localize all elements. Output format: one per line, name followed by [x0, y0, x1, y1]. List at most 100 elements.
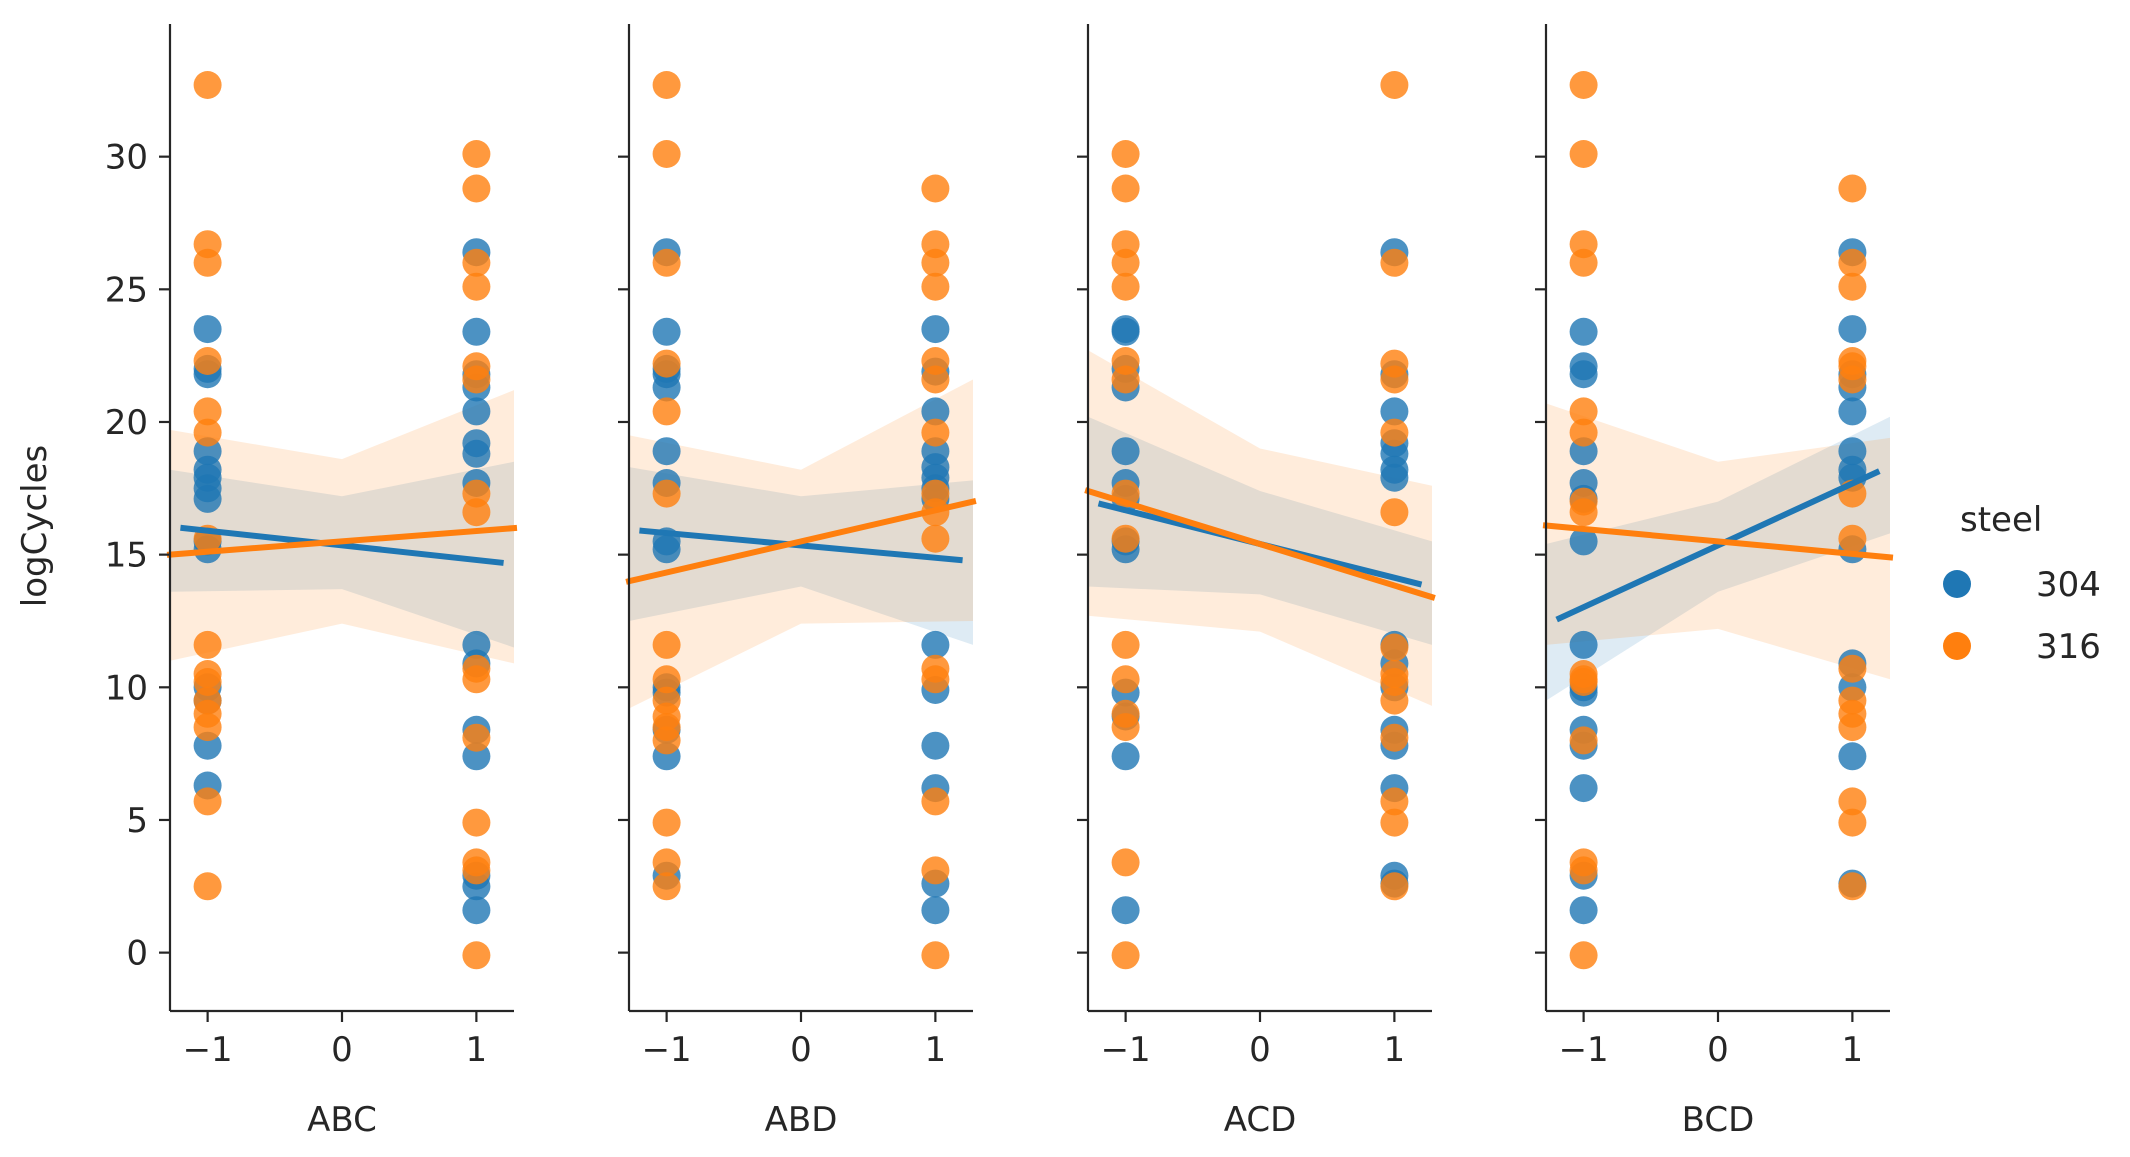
point-304 — [462, 439, 491, 468]
point-316 — [193, 347, 222, 375]
point-316 — [1380, 365, 1409, 394]
regression-line-304 — [1555, 468, 1881, 623]
x-tick-label: 0 — [1249, 1030, 1271, 1070]
point-304 — [462, 397, 491, 426]
point-304 — [1111, 437, 1140, 466]
y-tick-label: 5 — [126, 801, 148, 841]
point-316 — [1838, 272, 1867, 301]
point-316 — [1380, 418, 1409, 447]
ci-band-304 — [629, 467, 973, 645]
x-tick-label: 1 — [1384, 1030, 1406, 1070]
legend-marker-304 — [1943, 570, 1971, 598]
point-316 — [462, 248, 491, 277]
point-316 — [462, 272, 491, 301]
point-316 — [1111, 174, 1140, 203]
x-tick-label: 1 — [466, 1030, 488, 1070]
point-304 — [1569, 774, 1598, 803]
point-316 — [921, 365, 950, 394]
y-tick-label: 10 — [105, 668, 148, 708]
point-304 — [921, 397, 950, 426]
point-316 — [652, 248, 681, 277]
y-tick-label: 0 — [126, 934, 148, 974]
x-tick-label: 0 — [790, 1030, 812, 1070]
point-316 — [1569, 140, 1598, 168]
point-316 — [921, 787, 950, 816]
point-316 — [652, 397, 681, 426]
point-316 — [1838, 174, 1867, 203]
point-304 — [1838, 397, 1867, 426]
ci-band-304 — [1088, 416, 1432, 645]
point-316 — [1111, 365, 1140, 394]
point-316 — [1111, 941, 1140, 970]
point-304 — [1569, 360, 1598, 389]
point-316 — [652, 848, 681, 877]
point-316 — [1569, 668, 1598, 696]
point-316 — [652, 665, 681, 694]
point-304 — [193, 484, 222, 513]
point-304 — [1569, 630, 1598, 659]
point-316 — [1380, 498, 1409, 527]
x-axis-label-abc: ABC — [307, 1100, 377, 1140]
point-316 — [921, 248, 950, 277]
ci-band-304 — [1546, 416, 1890, 701]
y-tick-label: 20 — [105, 403, 148, 443]
point-316 — [1111, 713, 1140, 742]
point-316 — [1111, 140, 1140, 168]
point-316 — [1380, 787, 1409, 816]
point-316 — [1380, 808, 1409, 837]
point-316 — [1569, 248, 1598, 277]
point-304 — [921, 630, 950, 659]
regression-line-316 — [1542, 522, 1894, 561]
point-316 — [1111, 272, 1140, 301]
point-316 — [1380, 872, 1409, 901]
panel-acd: −1 0 1 ACD — [1077, 24, 1436, 1140]
point-316 — [1838, 872, 1867, 901]
point-316 — [193, 418, 222, 447]
x-axis-label-abd: ABD — [765, 1100, 838, 1140]
ci-band-316 — [1088, 350, 1432, 706]
x-tick-label: −1 — [1559, 1030, 1609, 1070]
point-316 — [921, 856, 950, 885]
point-316 — [462, 665, 491, 694]
point-316 — [1380, 633, 1409, 662]
ci-band-316 — [170, 390, 514, 664]
point-304 — [921, 896, 950, 925]
point-316 — [921, 174, 950, 203]
regression-line-316 — [166, 524, 518, 558]
point-304 — [1111, 896, 1140, 925]
panel-bcd: −1 0 1 BCD — [1535, 24, 1894, 1140]
point-304 — [462, 896, 491, 925]
point-316 — [921, 941, 950, 970]
point-304 — [1380, 463, 1409, 492]
point-316 — [1380, 723, 1409, 752]
point-304 — [921, 731, 950, 760]
point-304 — [1838, 315, 1867, 344]
legend: steel 304 316 — [1943, 500, 2101, 667]
panel-abd: −1 0 1 ABD — [618, 24, 977, 1140]
point-316 — [1380, 248, 1409, 277]
legend-label-304: 304 — [2036, 565, 2101, 605]
y-tick-label: 30 — [105, 138, 148, 178]
point-316 — [921, 272, 950, 301]
point-316 — [652, 71, 681, 99]
point-316 — [1838, 524, 1867, 553]
point-316 — [462, 365, 491, 394]
point-316 — [921, 418, 950, 447]
point-316 — [652, 872, 681, 901]
point-316 — [652, 630, 681, 659]
point-316 — [462, 174, 491, 203]
x-tick-label: −1 — [1101, 1030, 1151, 1070]
point-316 — [193, 872, 222, 901]
point-316 — [921, 524, 950, 553]
y-axis-label: logCycles — [15, 445, 55, 607]
y-tick-label: 15 — [105, 536, 148, 576]
point-304 — [921, 315, 950, 344]
point-316 — [1838, 713, 1867, 742]
point-304 — [462, 317, 491, 346]
panel-abc: 0 5 10 15 20 25 30 −1 0 1 ABC — [105, 24, 518, 1140]
point-304 — [652, 437, 681, 466]
x-tick-label: −1 — [183, 1030, 233, 1070]
x-tick-label: 0 — [331, 1030, 353, 1070]
regression-line-316 — [625, 498, 977, 585]
point-316 — [652, 808, 681, 837]
